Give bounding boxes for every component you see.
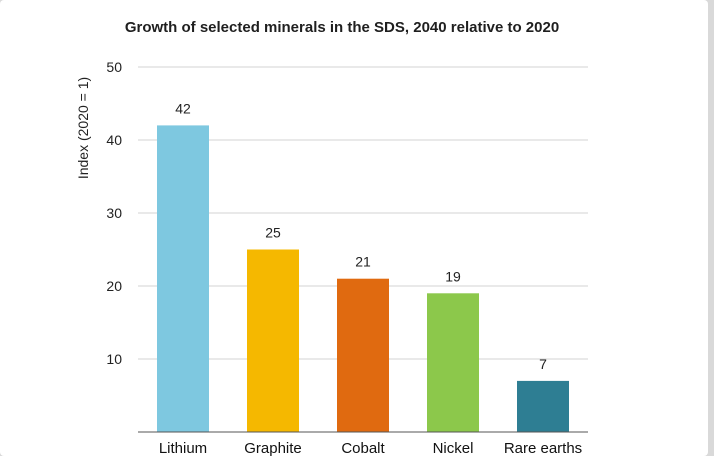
category-label: Lithium — [159, 440, 207, 456]
y-tick-label: 30 — [106, 205, 122, 221]
category-labels: Lithium Graphite Cobalt Nickel Rare earths — [159, 440, 582, 456]
category-label: Graphite — [244, 440, 302, 456]
value-label: 42 — [175, 100, 191, 116]
y-tick-label: 50 — [106, 59, 122, 75]
bar-graphite — [247, 249, 299, 432]
value-label: 21 — [355, 254, 371, 270]
y-tick-label: 20 — [106, 278, 122, 294]
y-axis-ticks: 10 20 30 40 50 — [106, 59, 122, 367]
bars — [157, 125, 569, 433]
bar-lithium — [157, 125, 209, 433]
chart-title: Growth of selected minerals in the SDS, … — [124, 19, 560, 36]
value-label: 7 — [539, 356, 547, 372]
value-label: 19 — [445, 268, 461, 284]
value-labels: 42 25 21 19 7 — [175, 100, 547, 372]
bar-cobalt — [337, 278, 389, 432]
category-label: Rare earths — [504, 440, 582, 456]
y-tick-label: 40 — [106, 132, 122, 148]
bar-rare-earths — [517, 380, 569, 432]
category-label: Nickel — [433, 440, 474, 456]
y-tick-label: 10 — [106, 351, 122, 367]
category-label: Cobalt — [341, 440, 385, 456]
value-label: 25 — [265, 225, 281, 241]
bar-nickel — [427, 293, 479, 432]
y-axis-label: Index (2020 = 1) — [75, 77, 91, 179]
